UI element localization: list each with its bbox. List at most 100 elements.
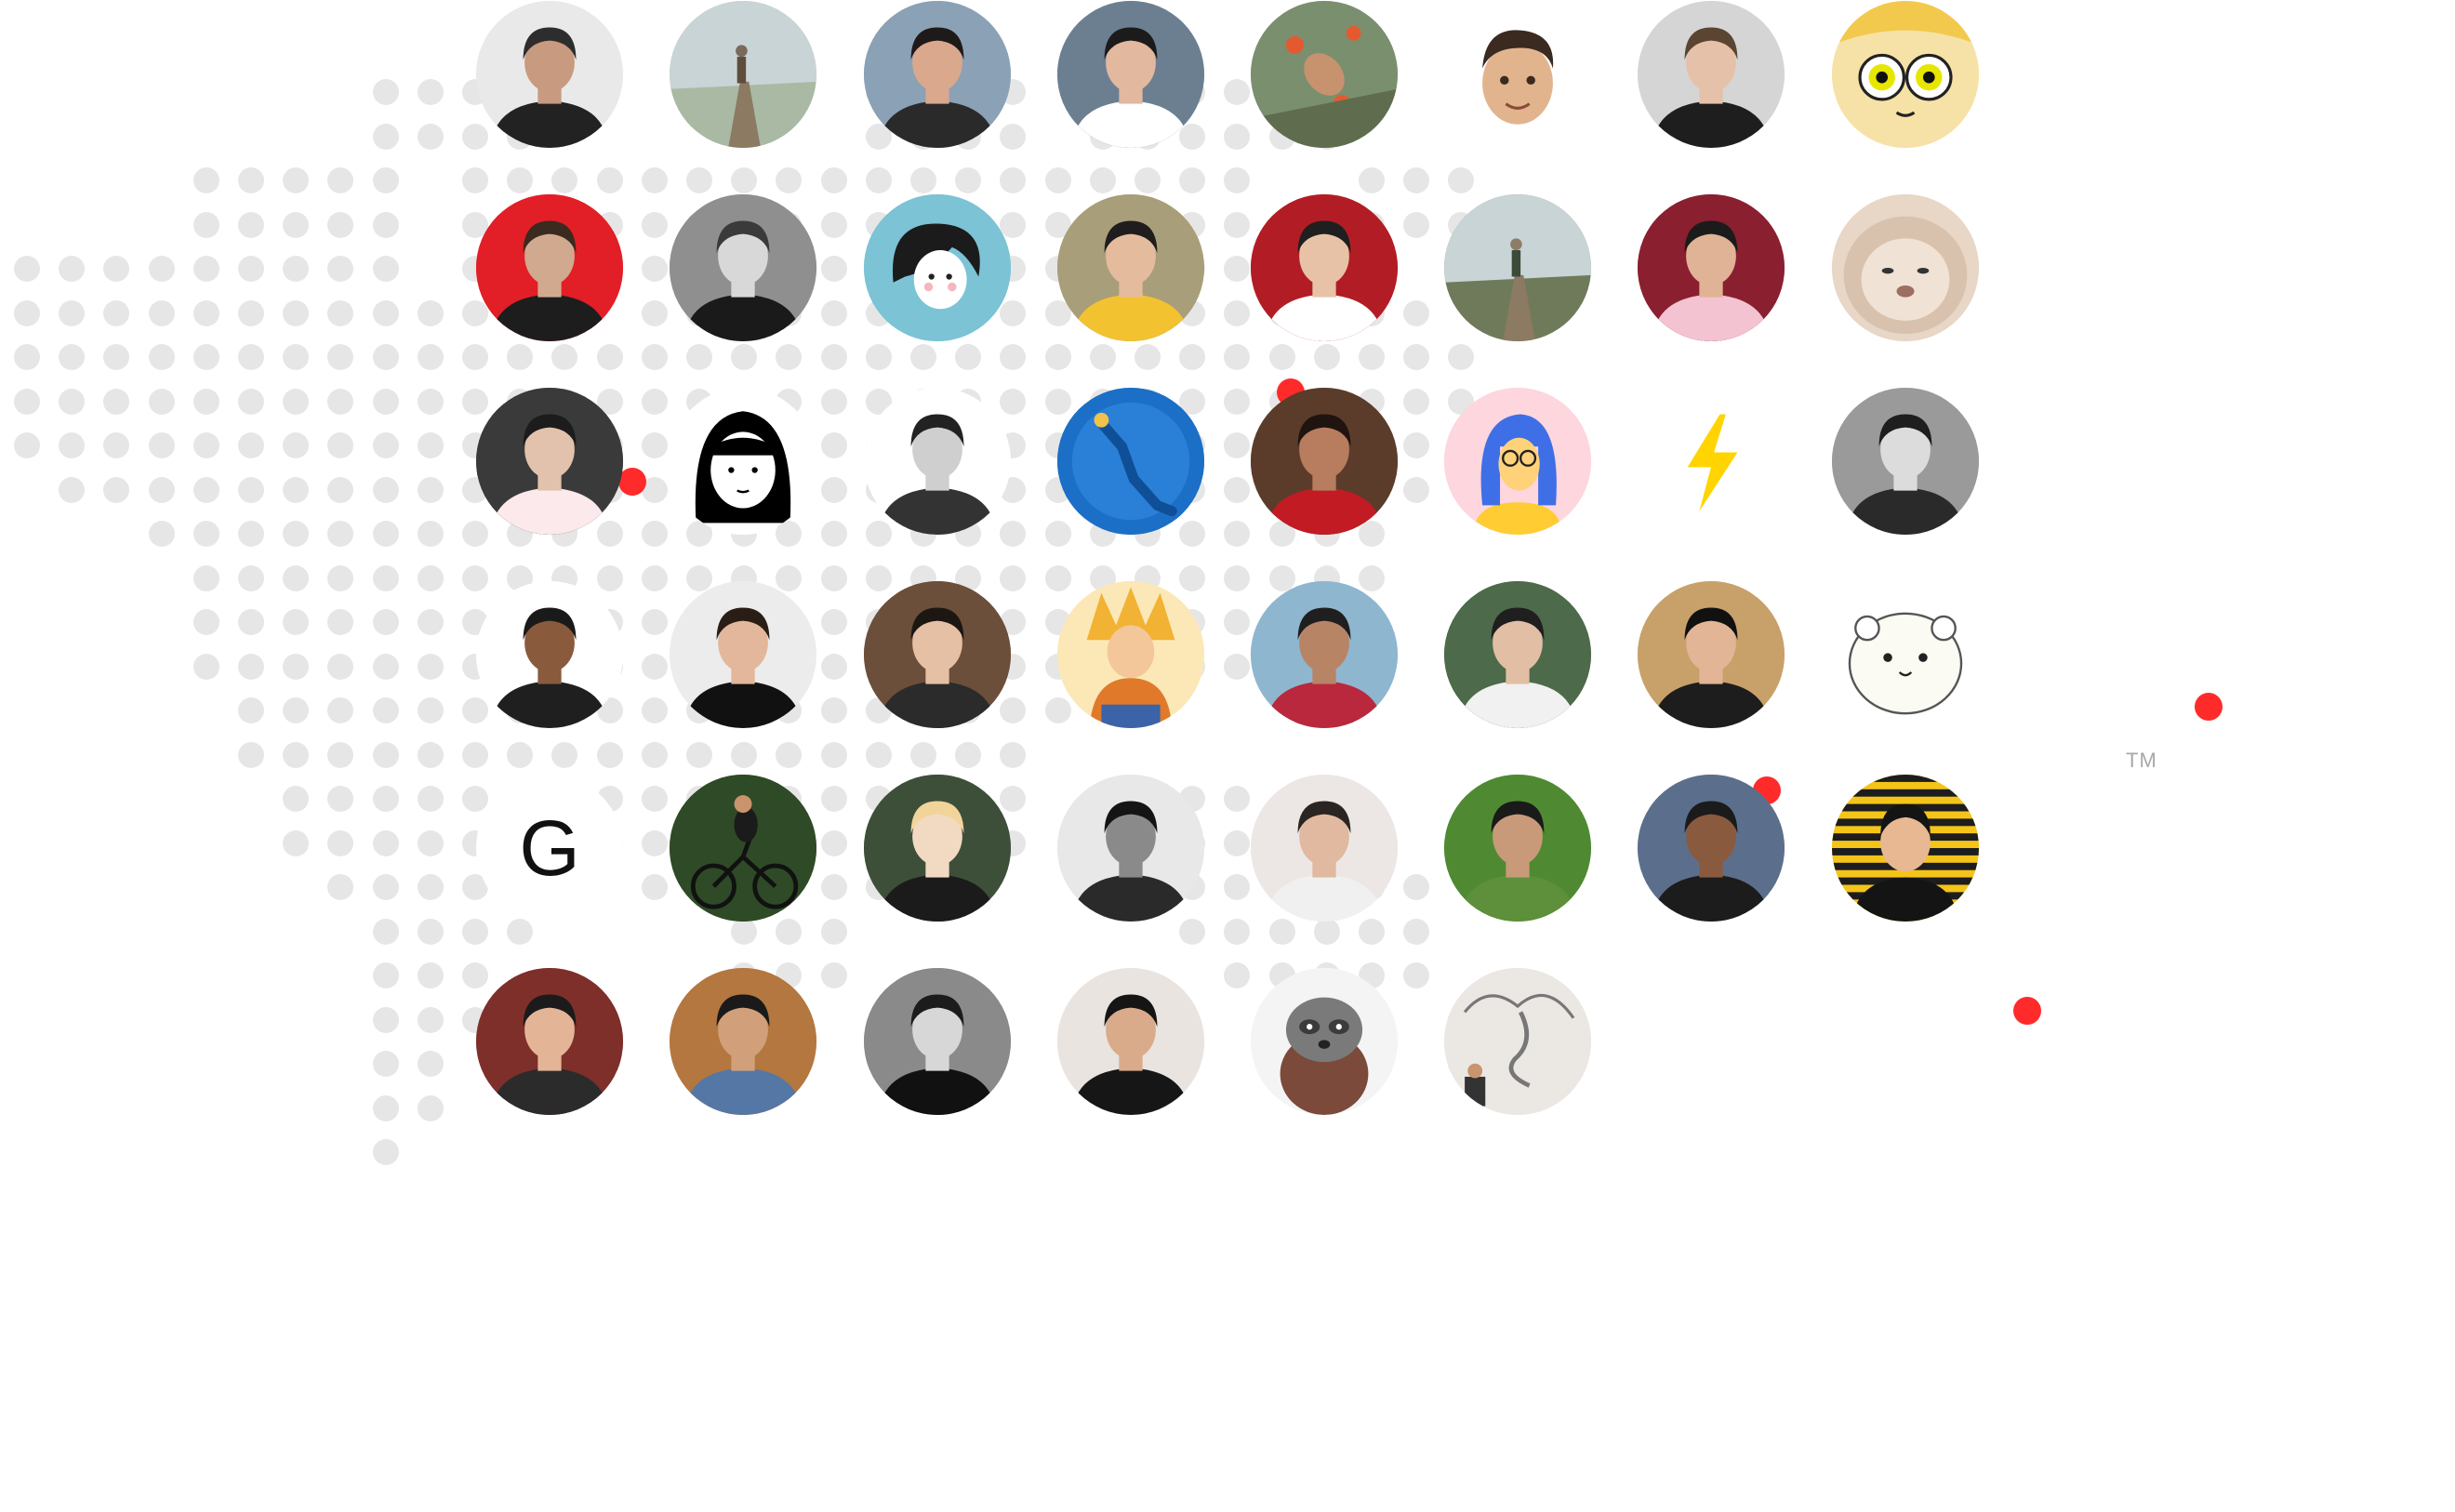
map-dot bbox=[1135, 167, 1161, 193]
map-dot bbox=[462, 388, 488, 415]
contributor-avatar[interactable] bbox=[1251, 194, 1398, 341]
contributor-avatar[interactable] bbox=[1251, 388, 1398, 535]
diver-icon bbox=[1057, 388, 1204, 535]
avatar-photo-icon bbox=[476, 1, 623, 148]
map-dot bbox=[1313, 344, 1340, 370]
contributor-avatar[interactable] bbox=[1444, 1, 1591, 148]
map-dot bbox=[192, 521, 219, 547]
contributor-avatar[interactable] bbox=[1057, 581, 1204, 728]
map-dot bbox=[820, 786, 847, 812]
map-dot bbox=[372, 167, 399, 193]
map-dot bbox=[462, 167, 488, 193]
map-dot bbox=[820, 256, 847, 282]
contributor-avatar[interactable] bbox=[1057, 194, 1204, 341]
contributor-avatar[interactable] bbox=[1832, 581, 1979, 728]
contributor-avatar[interactable] bbox=[864, 194, 1011, 341]
map-dot bbox=[865, 167, 892, 193]
contributor-avatar[interactable] bbox=[1444, 194, 1591, 341]
contributor-avatar[interactable] bbox=[1638, 194, 1785, 341]
contributor-avatar[interactable] bbox=[1832, 388, 1979, 535]
avatar-photo-icon bbox=[1832, 775, 1979, 922]
contributor-avatar[interactable] bbox=[1057, 388, 1204, 535]
contributor-avatar[interactable] bbox=[476, 1, 623, 148]
map-dot bbox=[776, 521, 803, 547]
map-dot bbox=[417, 344, 444, 370]
map-dot bbox=[238, 476, 264, 503]
map-dot bbox=[1224, 564, 1251, 591]
contributor-avatar[interactable] bbox=[670, 1, 816, 148]
contributor-avatar[interactable] bbox=[476, 194, 623, 341]
contributor-avatar[interactable] bbox=[1638, 388, 1785, 535]
map-dot bbox=[865, 521, 892, 547]
contributor-avatar[interactable] bbox=[670, 388, 816, 535]
map-dot bbox=[910, 741, 936, 768]
map-dot bbox=[14, 299, 40, 326]
map-dot bbox=[372, 564, 399, 591]
contributor-avatar[interactable] bbox=[1832, 1, 1979, 148]
anime-character-icon bbox=[1057, 581, 1204, 728]
contributor-avatar[interactable] bbox=[1444, 968, 1591, 1115]
map-dot bbox=[1359, 918, 1385, 945]
contributor-avatar[interactable] bbox=[476, 581, 623, 728]
map-dot bbox=[1044, 697, 1071, 723]
contributor-avatar[interactable] bbox=[864, 388, 1011, 535]
contributor-avatar[interactable] bbox=[1251, 581, 1398, 728]
map-dot bbox=[1224, 653, 1251, 680]
contributor-avatar[interactable] bbox=[1251, 1, 1398, 148]
map-dot bbox=[820, 388, 847, 415]
contributor-avatar[interactable]: G bbox=[476, 775, 623, 922]
map-dot bbox=[641, 256, 668, 282]
map-dot bbox=[1403, 388, 1430, 415]
contributor-avatar[interactable] bbox=[670, 968, 816, 1115]
map-dot bbox=[1000, 299, 1027, 326]
contributor-avatar[interactable] bbox=[670, 581, 816, 728]
map-dot bbox=[192, 299, 219, 326]
contributor-avatar[interactable] bbox=[1638, 1, 1785, 148]
map-dot bbox=[238, 299, 264, 326]
map-dot bbox=[417, 1006, 444, 1033]
contributor-avatar[interactable] bbox=[1251, 968, 1398, 1115]
avatar-photo-icon bbox=[1057, 1, 1204, 148]
map-dot bbox=[551, 344, 578, 370]
map-dot bbox=[372, 1139, 399, 1165]
contributor-avatar[interactable] bbox=[1251, 775, 1398, 922]
map-dot bbox=[1224, 344, 1251, 370]
map-dot bbox=[238, 521, 264, 547]
map-dot bbox=[1403, 962, 1430, 988]
map-dot bbox=[462, 697, 488, 723]
contributor-avatar[interactable] bbox=[1057, 775, 1204, 922]
avatar-photo-icon bbox=[1638, 581, 1785, 728]
contributor-avatar[interactable] bbox=[1638, 581, 1785, 728]
contributor-avatar[interactable] bbox=[670, 194, 816, 341]
contributor-avatar[interactable] bbox=[670, 775, 816, 922]
map-dot bbox=[731, 344, 758, 370]
map-dot bbox=[1403, 344, 1430, 370]
map-dot bbox=[372, 609, 399, 635]
map-dot bbox=[776, 918, 803, 945]
contributor-avatar[interactable] bbox=[1638, 775, 1785, 922]
location-marker bbox=[618, 468, 646, 496]
map-dot bbox=[103, 299, 130, 326]
map-dot bbox=[103, 344, 130, 370]
contributor-avatar[interactable] bbox=[864, 775, 1011, 922]
map-dot bbox=[192, 476, 219, 503]
contributor-avatar[interactable] bbox=[476, 968, 623, 1115]
contributor-avatar[interactable] bbox=[476, 388, 623, 535]
contributor-avatar[interactable] bbox=[864, 1, 1011, 148]
map-dot bbox=[283, 609, 310, 635]
avatar-photo-icon bbox=[1444, 581, 1591, 728]
map-dot bbox=[462, 299, 488, 326]
contributor-avatar[interactable] bbox=[1444, 775, 1591, 922]
contributor-avatar[interactable] bbox=[1057, 968, 1204, 1115]
avatar-photo-icon bbox=[670, 1, 816, 148]
contributor-avatar[interactable] bbox=[864, 581, 1011, 728]
contributor-avatar[interactable] bbox=[1057, 1, 1204, 148]
contributor-avatar[interactable] bbox=[1444, 581, 1591, 728]
map-dot bbox=[731, 741, 758, 768]
contributor-avatar[interactable] bbox=[1832, 194, 1979, 341]
contributor-avatar[interactable] bbox=[864, 968, 1011, 1115]
map-dot bbox=[820, 741, 847, 768]
contributor-avatar[interactable] bbox=[1832, 775, 1979, 922]
contributor-avatar[interactable] bbox=[1444, 388, 1591, 535]
map-dot bbox=[1224, 256, 1251, 282]
